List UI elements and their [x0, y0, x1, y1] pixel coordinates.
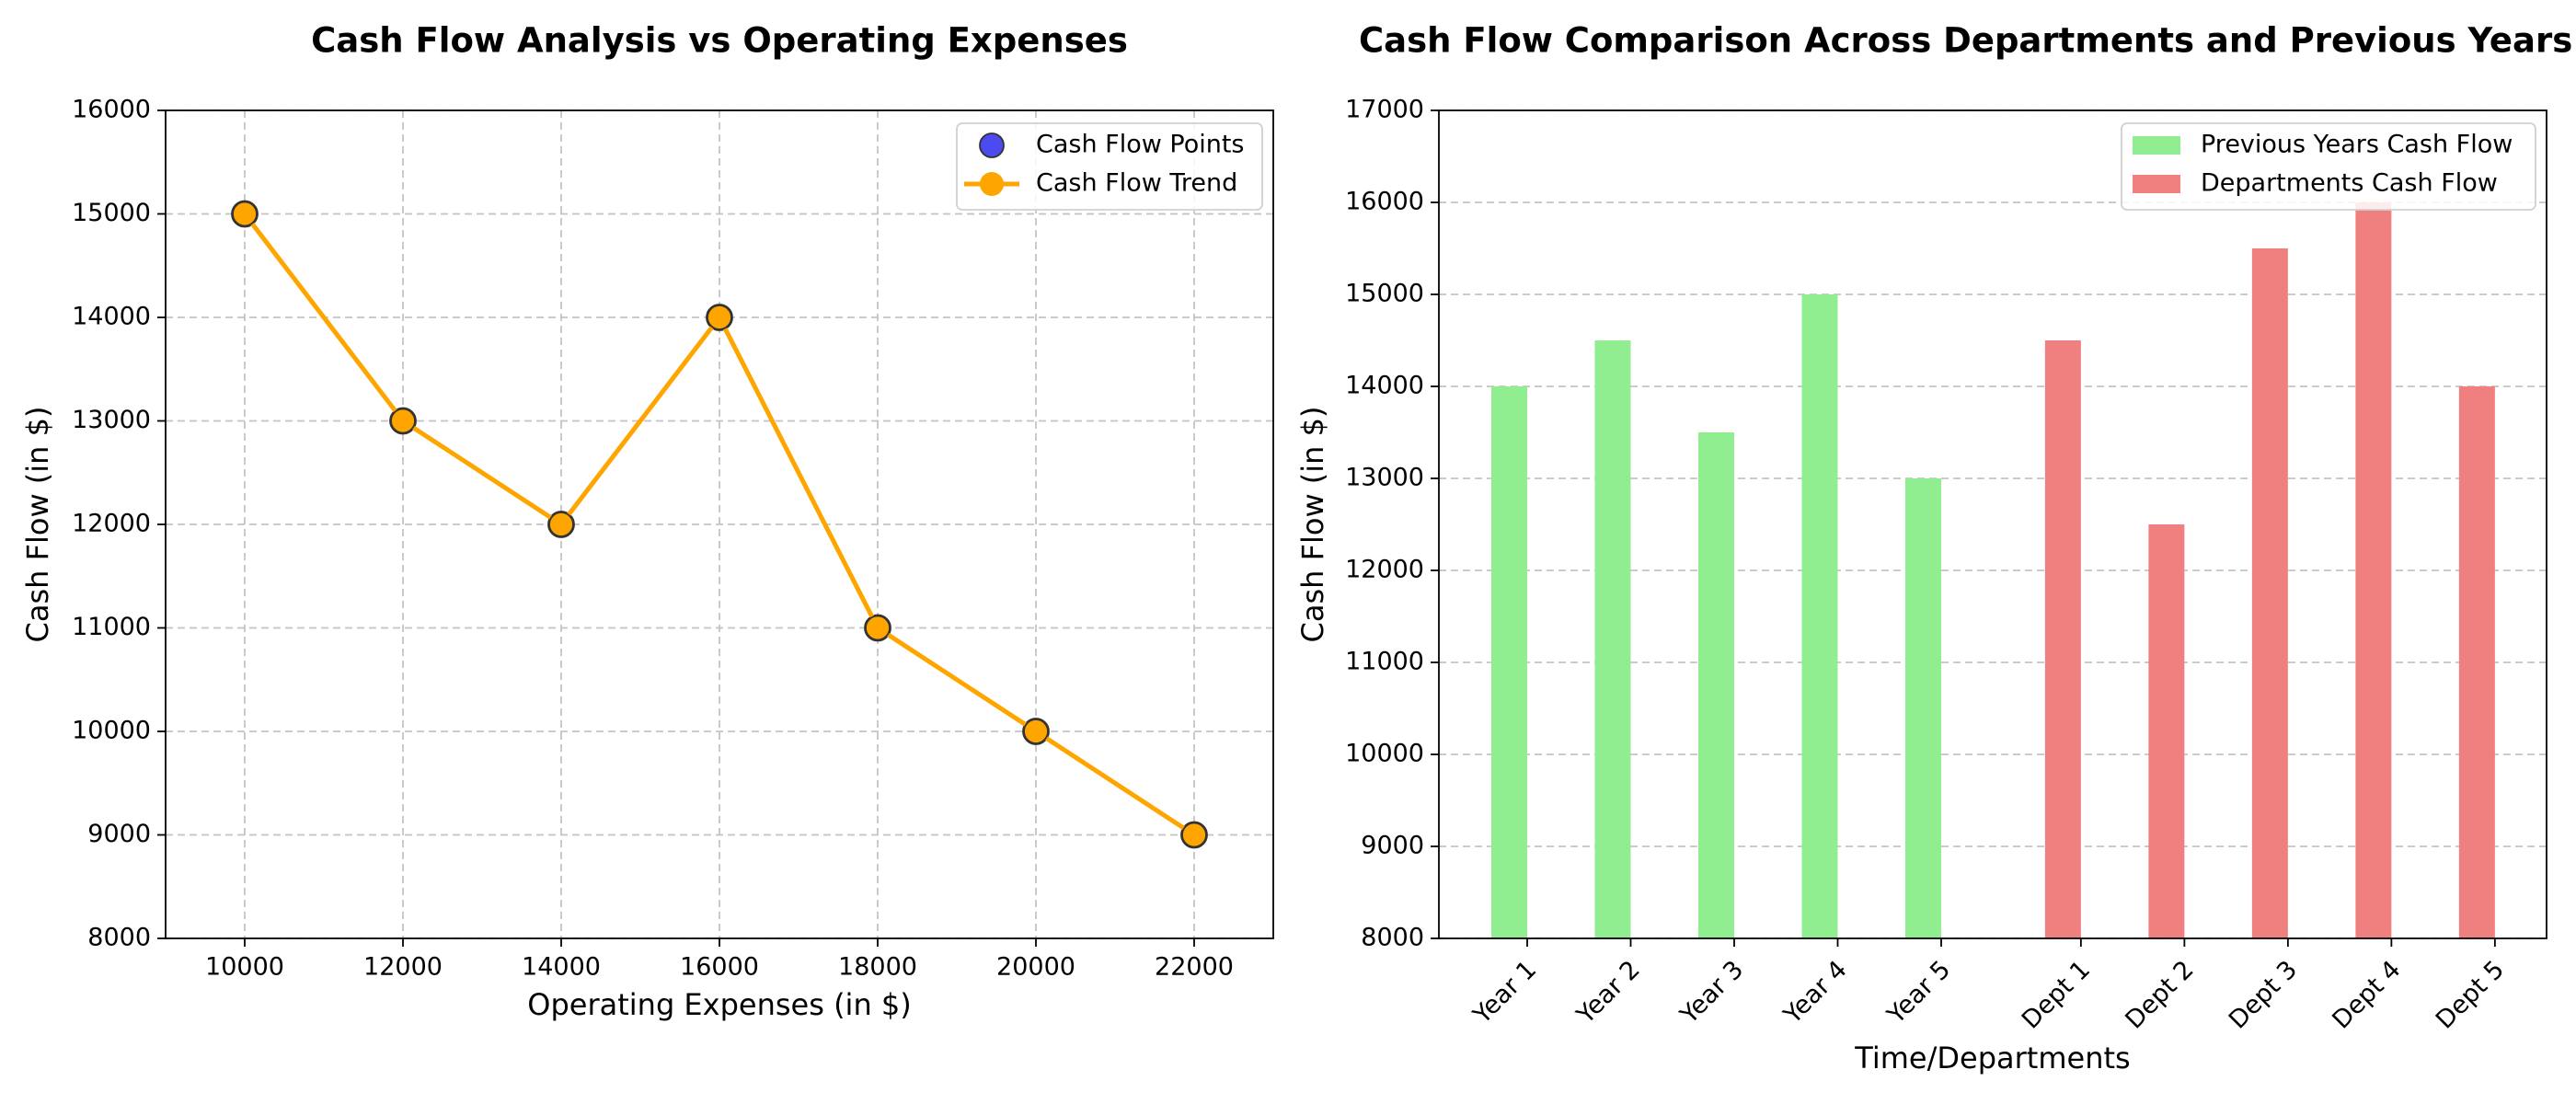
line-marker — [865, 615, 891, 641]
y-tick-label: 9000 — [87, 820, 151, 848]
x-tick-label: 12000 — [363, 953, 443, 982]
bar — [1905, 478, 1941, 938]
legend: Previous Years Cash Flow Departments Cash… — [2121, 122, 2536, 211]
y-tick-label: 15000 — [1345, 280, 1424, 308]
bar — [1594, 340, 1631, 938]
y-tick-label: 10000 — [1345, 740, 1424, 768]
x-axis-label: Time/Departments — [1854, 1041, 2130, 1075]
y-axis-label: Cash Flow (in $) — [1295, 407, 1330, 643]
x-tick-label: 22000 — [1155, 953, 1234, 982]
y-tick-label: 17000 — [1345, 96, 1424, 124]
line-marker — [548, 512, 574, 537]
chart-title: Cash Flow Comparison Across Departments … — [1359, 21, 2572, 61]
x-tick-label: 14000 — [522, 953, 601, 982]
x-axis-label: Operating Expenses (in $) — [527, 987, 911, 1022]
x-tick-label: 10000 — [205, 953, 284, 982]
y-tick-label: 16000 — [72, 96, 151, 124]
y-tick-label: 14000 — [1345, 372, 1424, 400]
bar — [1491, 386, 1527, 938]
legend-label: Cash Flow Points — [1036, 131, 1244, 159]
legend-box — [2121, 122, 2536, 211]
legend-swatch — [2133, 136, 2180, 155]
y-tick-label: 12000 — [1345, 556, 1424, 584]
y-tick-label: 15000 — [72, 199, 151, 227]
y-tick-label: 12000 — [72, 510, 151, 538]
line-marker — [1181, 822, 1207, 848]
legend-box — [956, 122, 1263, 211]
y-axis-label: Cash Flow (in $) — [20, 407, 55, 643]
plot-frame — [1438, 109, 2547, 939]
line-marker — [1023, 719, 1049, 744]
bar — [2458, 386, 2495, 938]
line-marker — [707, 305, 732, 330]
y-tick-label: 11000 — [1345, 648, 1424, 676]
y-tick-label: 9000 — [1361, 832, 1424, 860]
bar — [2251, 248, 2288, 938]
y-tick-label: 13000 — [1345, 464, 1424, 492]
bar — [2044, 340, 2081, 938]
legend-marker — [980, 172, 1004, 196]
x-tick-label: 16000 — [680, 953, 759, 982]
legend-swatch — [2133, 175, 2180, 193]
line-marker — [232, 201, 258, 227]
y-tick-label: 10000 — [72, 717, 151, 745]
y-tick-label: 13000 — [72, 406, 151, 434]
y-tick-label: 11000 — [72, 613, 151, 641]
legend-label: Previous Years Cash Flow — [2201, 131, 2513, 159]
legend-label: Departments Cash Flow — [2201, 169, 2498, 198]
bar — [2355, 202, 2392, 938]
plot-frame — [165, 109, 1274, 939]
y-tick-label: 16000 — [1345, 188, 1424, 216]
bar — [1698, 432, 1734, 938]
y-tick-label: 14000 — [72, 303, 151, 331]
x-tick-label: 20000 — [996, 953, 1075, 982]
x-tick-label: 18000 — [838, 953, 917, 982]
y-tick-label: 8000 — [87, 924, 151, 952]
bar — [2148, 524, 2185, 938]
legend: Cash Flow Points Cash Flow Trend — [956, 122, 1263, 211]
y-tick-label: 8000 — [1361, 924, 1424, 952]
legend-marker — [979, 132, 1005, 158]
legend-label: Cash Flow Trend — [1036, 169, 1237, 198]
line-marker — [390, 408, 416, 434]
bar — [1801, 294, 1838, 938]
chart-title: Cash Flow Analysis vs Operating Expenses — [311, 21, 1128, 61]
